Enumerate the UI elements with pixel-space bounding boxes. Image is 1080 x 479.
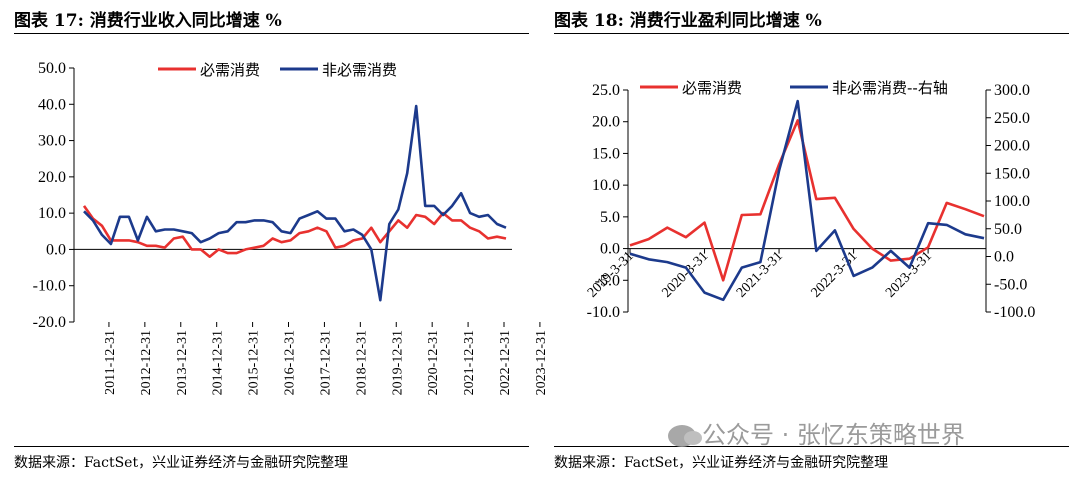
x-tick-label: 2018-12-31 bbox=[354, 330, 369, 395]
x-tick-label: 2012-12-31 bbox=[139, 330, 154, 395]
y-left-tick-label: 20.0 bbox=[592, 114, 620, 131]
y-tick-label: 30.0 bbox=[38, 133, 66, 150]
x-tick-label: 2014-12-31 bbox=[211, 330, 226, 395]
y-tick-label: 10.0 bbox=[38, 205, 66, 222]
y-left-tick-label: 10.0 bbox=[592, 177, 620, 194]
y-left-tick-label: 25.0 bbox=[592, 82, 620, 99]
y-right-tick-label: 50.0 bbox=[994, 221, 1022, 238]
y-left-tick-label: -10.0 bbox=[587, 304, 620, 321]
y-right-tick-label: 250.0 bbox=[994, 110, 1030, 127]
y-right-tick-label: 100.0 bbox=[994, 193, 1030, 210]
legend-label: 必需消费 bbox=[682, 79, 742, 97]
y-tick-label: 40.0 bbox=[38, 96, 66, 113]
source-rule-left bbox=[14, 446, 529, 447]
y-right-tick-label: 300.0 bbox=[994, 82, 1030, 99]
y-left-tick-label: 0.0 bbox=[600, 241, 620, 258]
series-nonessential-line bbox=[83, 104, 507, 302]
series-nonessential-line bbox=[629, 99, 985, 302]
chart-profit-growth: 25.0 20.0 15.0 10.0 5.0 0.0 -5.0 -10.0 300.0 250.… bbox=[585, 79, 1035, 321]
x-tick-label: 2021-3-31 bbox=[734, 249, 786, 301]
y-left-tick-label: -5.0 bbox=[595, 272, 620, 289]
x-tick-label: 2016-12-31 bbox=[283, 330, 298, 395]
x-tick-label: 2019-12-31 bbox=[390, 330, 405, 395]
chart-2-source: 数据来源：FactSet，兴业证券经济与金融研究院整理 bbox=[554, 455, 889, 471]
series-essential-line bbox=[82, 205, 507, 259]
y-right-tick-label: -50.0 bbox=[994, 276, 1027, 293]
legend-label: 非必需消费 bbox=[322, 61, 397, 79]
y-right-tick-label: 0.0 bbox=[994, 249, 1014, 266]
x-tick-label: 2011-12-31 bbox=[103, 330, 118, 395]
chart-2-title: 图表 18: 消费行业盈利同比增速 % bbox=[554, 11, 822, 31]
x-tick-label: 2020-12-31 bbox=[426, 330, 441, 395]
watermark: 公众号 · 张忆东策略世界 bbox=[668, 415, 965, 450]
x-tick-label: 2017-12-31 bbox=[318, 330, 333, 395]
title-rule-right bbox=[554, 33, 1069, 34]
chart-revenue-growth: 50.0 40.0 30.0 20.0 10.0 0.0 -10.0 -20.0 2011-12… bbox=[33, 60, 549, 395]
x-tick-label: 2022-12-31 bbox=[498, 330, 513, 395]
series-essential-line bbox=[629, 119, 985, 282]
y-tick-label: -10.0 bbox=[33, 278, 66, 295]
x-tick-label: 2013-12-31 bbox=[175, 330, 190, 395]
y-right-tick-label: 200.0 bbox=[994, 138, 1030, 155]
legend-label: 非必需消费--右轴 bbox=[832, 79, 948, 97]
x-tick-label: 2023-12-31 bbox=[534, 330, 549, 395]
source-rule-right bbox=[554, 446, 1069, 447]
legend-label: 必需消费 bbox=[200, 61, 260, 79]
wechat-icon bbox=[668, 425, 702, 447]
y-right-tick-label: -100.0 bbox=[994, 304, 1035, 321]
chart-1-title: 图表 17: 消费行业收入同比增速 % bbox=[14, 11, 282, 31]
x-tick-label: 2021-12-31 bbox=[462, 330, 477, 395]
chart-1-source: 数据来源：FactSet，兴业证券经济与金融研究院整理 bbox=[14, 455, 349, 471]
y-right-tick-label: 150.0 bbox=[994, 165, 1030, 182]
y-tick-label: 0.0 bbox=[46, 241, 66, 258]
x-tick-label: 2015-12-31 bbox=[247, 330, 262, 395]
watermark-text: 公众号 · 张忆东策略世界 bbox=[702, 421, 965, 449]
y-tick-label: 50.0 bbox=[38, 60, 66, 77]
x-tick-label: 2023-3-31 bbox=[883, 249, 935, 301]
y-left-tick-label: 15.0 bbox=[592, 145, 620, 162]
y-tick-label: 20.0 bbox=[38, 169, 66, 186]
y-left-tick-label: 5.0 bbox=[600, 209, 620, 226]
y-tick-label: -20.0 bbox=[33, 314, 66, 331]
title-rule-left bbox=[14, 33, 529, 34]
